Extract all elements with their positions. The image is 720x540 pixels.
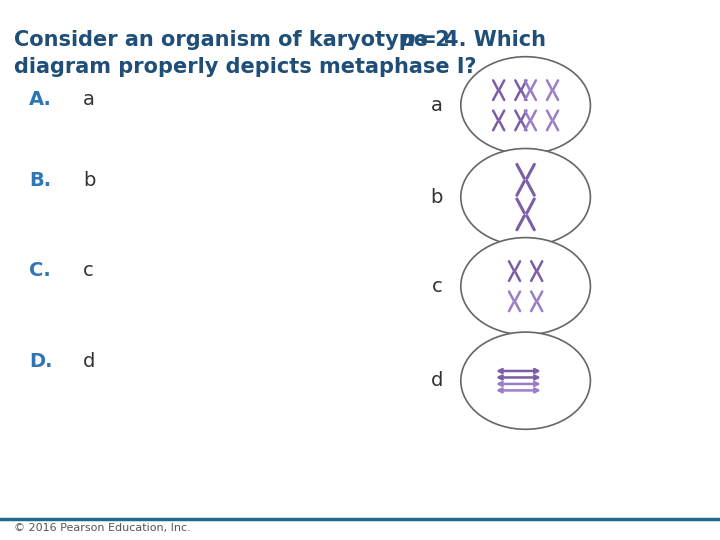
Text: A.: A.	[29, 90, 52, 110]
Text: D.: D.	[29, 352, 53, 372]
Text: d: d	[431, 371, 443, 390]
Text: d: d	[83, 352, 95, 372]
Circle shape	[461, 57, 590, 154]
Text: b: b	[83, 171, 95, 191]
Circle shape	[461, 238, 590, 335]
Text: B.: B.	[29, 171, 51, 191]
Text: C.: C.	[29, 260, 50, 280]
Text: diagram properly depicts metaphase I?: diagram properly depicts metaphase I?	[14, 57, 477, 77]
Text: c: c	[432, 276, 443, 296]
Text: a: a	[83, 90, 94, 110]
Text: n: n	[400, 30, 415, 50]
Text: = 4. Which: = 4. Which	[412, 30, 546, 50]
Text: b: b	[431, 187, 443, 207]
Circle shape	[461, 332, 590, 429]
Circle shape	[461, 148, 590, 246]
Text: © 2016 Pearson Education, Inc.: © 2016 Pearson Education, Inc.	[14, 523, 191, 533]
Text: Consider an organism of karyotype 2: Consider an organism of karyotype 2	[14, 30, 450, 50]
Text: a: a	[431, 96, 443, 115]
Text: c: c	[83, 260, 94, 280]
